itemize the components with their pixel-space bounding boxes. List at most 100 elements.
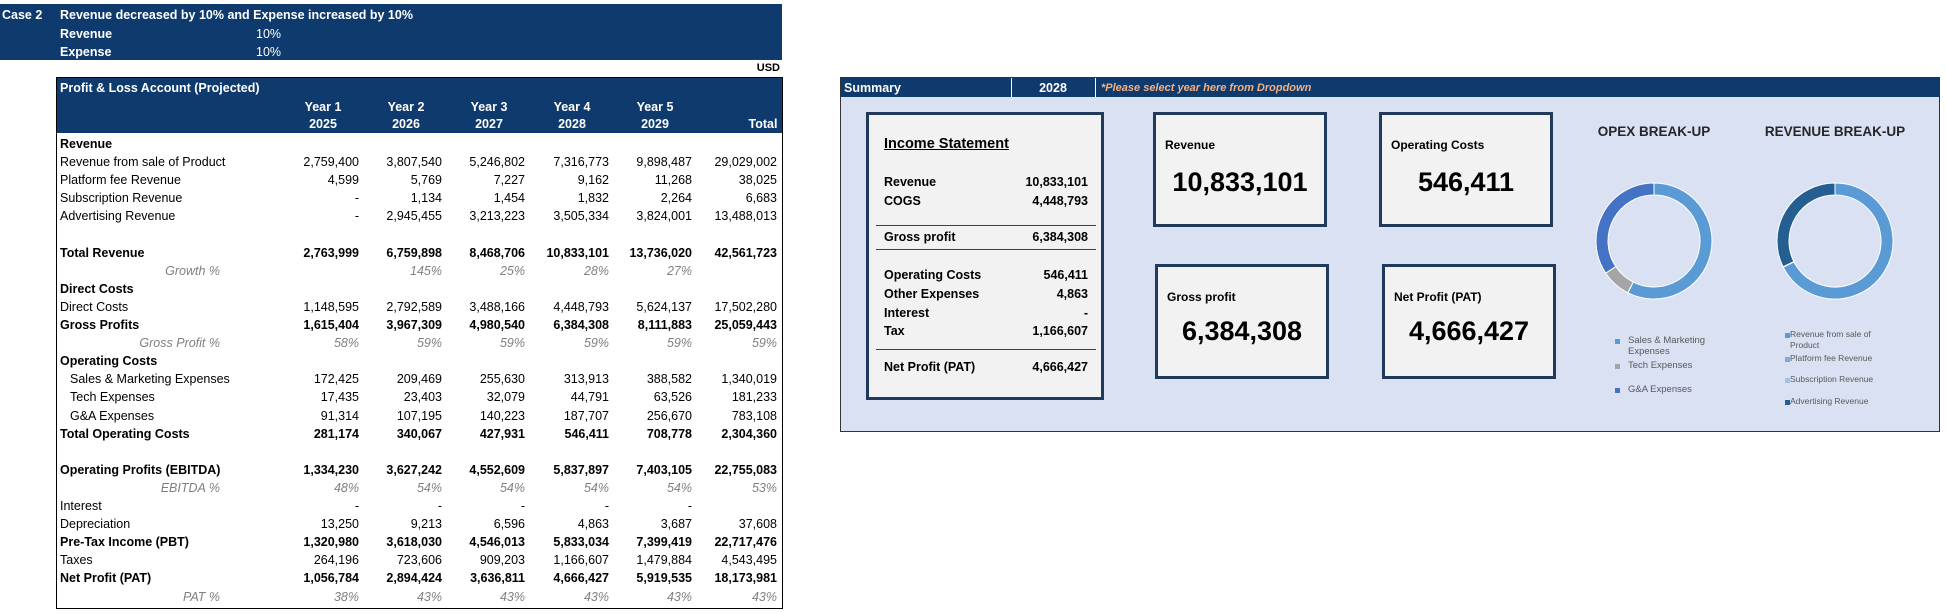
is-label: COGS bbox=[884, 194, 921, 208]
column-header: Year 3 bbox=[470, 100, 508, 114]
row-label: Net Profit (PAT) bbox=[60, 571, 152, 586]
cell: 54% bbox=[499, 480, 525, 495]
cell: - bbox=[354, 499, 359, 513]
cell: 340,067 bbox=[396, 426, 442, 441]
cell: 4,599 bbox=[327, 173, 359, 188]
column-year: Total bbox=[748, 117, 778, 131]
cell: 32,079 bbox=[486, 390, 525, 405]
cell: 909,203 bbox=[479, 553, 525, 568]
chart-title: REVENUE BREAK-UP bbox=[1764, 124, 1906, 139]
row-label: Operating Costs bbox=[60, 354, 158, 369]
cell: 5,769 bbox=[410, 173, 442, 188]
cell: 25% bbox=[499, 263, 525, 278]
cell: 42,561,723 bbox=[714, 245, 777, 260]
separator bbox=[1011, 78, 1012, 97]
cell: 38,025 bbox=[738, 173, 777, 188]
cell: 209,469 bbox=[396, 372, 442, 387]
is-label: Interest bbox=[884, 306, 930, 320]
kpi-value: 546,411 bbox=[1417, 167, 1515, 197]
cell: - bbox=[354, 209, 359, 224]
is-label: Revenue bbox=[884, 175, 937, 189]
kpi-label: Net Profit (PAT) bbox=[1394, 290, 1482, 304]
cell: 38% bbox=[333, 589, 359, 604]
cell: 8,468,706 bbox=[469, 245, 525, 260]
cell: 3,636,811 bbox=[470, 571, 525, 586]
row-label: Advertising Revenue bbox=[60, 209, 176, 224]
legend-marker bbox=[1615, 339, 1620, 344]
row-label: Revenue bbox=[60, 137, 113, 151]
cell: 1,148,595 bbox=[303, 299, 359, 314]
cell: 6,384,308 bbox=[553, 318, 609, 332]
row-label: Pre-Tax Income (PBT) bbox=[60, 535, 189, 550]
row-label: Direct Costs bbox=[60, 299, 129, 314]
cell: 8,111,883 bbox=[637, 318, 692, 332]
is-label: Gross profit bbox=[884, 230, 956, 244]
summary-note: *Please select year here from Dropdown bbox=[1101, 82, 1312, 94]
is-rule bbox=[876, 349, 1096, 350]
legend-label: Revenue from sale of Product bbox=[1790, 329, 1871, 350]
cell: 59% bbox=[583, 336, 609, 351]
row-label: Interest bbox=[60, 499, 102, 513]
income-statement-box bbox=[866, 112, 1104, 400]
cell: 1,056,784 bbox=[303, 571, 359, 586]
separator bbox=[1095, 78, 1096, 97]
summary-year: 2028 bbox=[1039, 81, 1067, 95]
cell: 58% bbox=[333, 336, 359, 351]
cell: 1,166,607 bbox=[553, 553, 609, 568]
banner-row-value: 10% bbox=[256, 45, 282, 59]
column-year: 2026 bbox=[392, 117, 420, 131]
banner-row-label: Expense bbox=[60, 45, 112, 59]
cell: 5,246,802 bbox=[469, 155, 525, 170]
donut-slice bbox=[1627, 182, 1713, 300]
cell: - bbox=[437, 499, 442, 513]
cell: 1,334,230 bbox=[303, 462, 359, 477]
cell: 3,687 bbox=[660, 517, 692, 532]
cell: 54% bbox=[583, 480, 609, 495]
cell: 187,707 bbox=[563, 408, 609, 423]
row-label: Operating Profits (EBITDA) bbox=[60, 462, 221, 477]
row-label: Sales & Marketing Expenses bbox=[70, 372, 230, 387]
cell: 37,608 bbox=[738, 517, 777, 532]
is-value: 546,411 bbox=[1043, 268, 1089, 282]
banner-row-value: 10% bbox=[256, 27, 282, 41]
cell: 4,546,013 bbox=[469, 535, 525, 550]
cell: - bbox=[604, 499, 609, 513]
legend-marker bbox=[1615, 388, 1620, 393]
cell: 181,233 bbox=[731, 390, 777, 405]
cell: 427,931 bbox=[479, 426, 525, 441]
cell: 17,435 bbox=[320, 390, 359, 405]
cell: 4,543,495 bbox=[721, 553, 777, 568]
cell: 13,250 bbox=[320, 517, 359, 532]
summary-header bbox=[841, 78, 1939, 97]
column-year: 2028 bbox=[558, 117, 586, 131]
cell: 5,837,897 bbox=[553, 462, 609, 477]
cell: 59% bbox=[666, 336, 692, 351]
row-label: Tech Expenses bbox=[70, 390, 155, 405]
row-label: Subscription Revenue bbox=[60, 191, 183, 206]
cell: 4,448,793 bbox=[553, 299, 609, 314]
cell: 3,213,223 bbox=[469, 209, 525, 224]
is-value: 10,833,101 bbox=[1025, 175, 1088, 189]
cell: 255,630 bbox=[479, 372, 525, 387]
column-year: 2025 bbox=[309, 117, 337, 131]
is-value: 4,448,793 bbox=[1032, 194, 1088, 208]
legend-label: Subscription Revenue bbox=[1790, 374, 1874, 384]
cell: 4,666,427 bbox=[553, 571, 609, 586]
cell: 264,196 bbox=[313, 553, 359, 568]
cell: 9,213 bbox=[410, 517, 442, 532]
cell: 3,618,030 bbox=[386, 535, 442, 550]
is-label: Operating Costs bbox=[884, 268, 982, 282]
is-label: Net Profit (PAT) bbox=[884, 360, 976, 374]
cell: 91,314 bbox=[320, 408, 359, 423]
cell: 43% bbox=[499, 589, 525, 604]
legend-marker bbox=[1785, 400, 1790, 405]
kpi-label: Revenue bbox=[1165, 138, 1216, 152]
row-label: EBITDA % bbox=[160, 480, 220, 495]
cell: 43% bbox=[751, 589, 777, 604]
cell: 7,227 bbox=[493, 173, 525, 188]
row-label: Platform fee Revenue bbox=[60, 173, 181, 188]
chart-title: OPEX BREAK-UP bbox=[1597, 124, 1711, 139]
table-title: Profit & Loss Account (Projected) bbox=[60, 81, 260, 95]
cell: 3,488,166 bbox=[469, 299, 525, 314]
row-label: Gross Profit % bbox=[139, 336, 220, 351]
